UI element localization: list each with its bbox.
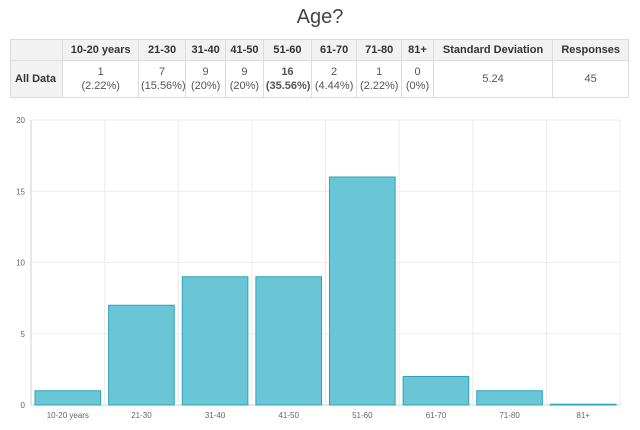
- bar-layer: [34, 176, 617, 406]
- x-tick-label: 71-80: [499, 411, 520, 420]
- header-cell: 41-50: [225, 39, 264, 61]
- row-label: All Data: [9, 60, 64, 98]
- cell-count: 9: [241, 66, 248, 78]
- cell-percent: (15.56%): [140, 80, 186, 92]
- bar-10-20-years: [34, 390, 102, 406]
- header-cell: 10-20 years: [62, 39, 139, 61]
- cell-percent: (2.22%): [359, 80, 399, 92]
- cell-percent: (20%): [190, 80, 221, 92]
- x-tick-label: 51-60: [352, 411, 373, 420]
- cell-count: 0: [414, 66, 421, 78]
- header-cell: 31-40: [185, 39, 227, 61]
- bar-41-50: [255, 276, 322, 406]
- bar-21-30: [108, 304, 175, 406]
- table-cell: 1 (2.22%): [62, 60, 139, 98]
- header-cell: 71-80: [356, 39, 403, 61]
- header-cell: 51-60: [262, 39, 313, 61]
- y-tick-label: 0: [21, 401, 26, 410]
- cell-percent: (20%): [229, 80, 260, 92]
- cell-count: 9: [202, 66, 209, 78]
- table-row: All Data 1 (2.22%) 7 (15.56%) 9 (20%) 9 (20%…: [9, 60, 629, 98]
- table-cell: 9 (20%): [185, 60, 227, 98]
- table-cell: 9 (20%): [225, 60, 264, 98]
- header-cell: [9, 39, 64, 61]
- x-tick-label: 31-40: [205, 411, 226, 420]
- x-tick-label: 61-70: [426, 411, 447, 420]
- header-cell: 81+: [401, 39, 434, 61]
- table-cell: 1 (2.22%): [356, 60, 403, 98]
- cell-count: 7: [159, 66, 166, 78]
- table-cell: 2 (4.44%): [311, 60, 358, 98]
- cell-percent: (4.44%): [314, 80, 354, 92]
- header-cell: 61-70: [311, 39, 358, 61]
- table-cell: 7 (15.56%): [137, 60, 187, 98]
- cell-count: 2: [331, 66, 338, 78]
- table-header-row: 10-20 years 21-30 31-40 41-50 51-60 61-7…: [9, 39, 629, 61]
- header-cell: Responses: [552, 39, 629, 61]
- x-tick-label: 41-50: [278, 411, 299, 420]
- x-tick-label: 81+: [576, 411, 590, 420]
- cell-percent: (35.56%): [265, 80, 311, 92]
- cell-percent: (2.22%): [81, 80, 120, 92]
- cell-count: 1: [376, 66, 383, 78]
- y-tick-label: 5: [21, 330, 26, 339]
- table-cell: 0 (0%): [401, 60, 434, 98]
- cell-count: 1: [97, 66, 104, 78]
- y-tick-label: 15: [16, 187, 25, 196]
- bar-61-70: [402, 376, 470, 406]
- bar-51-60: [329, 176, 396, 406]
- summary-table: 10-20 years 21-30 31-40 41-50 51-60 61-7…: [9, 39, 629, 98]
- table-cell-highlight: 16 (35.56%): [262, 60, 313, 98]
- bar-31-40: [181, 276, 249, 406]
- cell-count: 16: [281, 66, 294, 78]
- chart-title: Age?: [296, 6, 344, 28]
- grid-layer: [30, 119, 621, 406]
- bar-81-: [549, 403, 617, 406]
- y-tick-label: 20: [16, 116, 25, 125]
- y-tick-label: 10: [16, 259, 25, 268]
- std-dev-cell: 5.24: [432, 60, 554, 98]
- bar-71-80: [476, 390, 543, 406]
- header-cell: Standard Deviation: [432, 39, 554, 61]
- cell-percent: (0%): [405, 80, 430, 92]
- x-tick-label: 21-30: [131, 411, 152, 420]
- label-layer: 0 5 10 15 20 10-20 years 21-30 31-40 41-50 51-60 6…: [16, 116, 590, 420]
- x-tick-label: 10-20 years: [47, 411, 89, 420]
- header-cell: 21-30: [137, 39, 187, 61]
- responses-cell: 45: [552, 60, 629, 98]
- bar-chart: 0 5 10 15 20 10-20 years 21-30 31-40 41-50 51-60 6…: [16, 116, 621, 420]
